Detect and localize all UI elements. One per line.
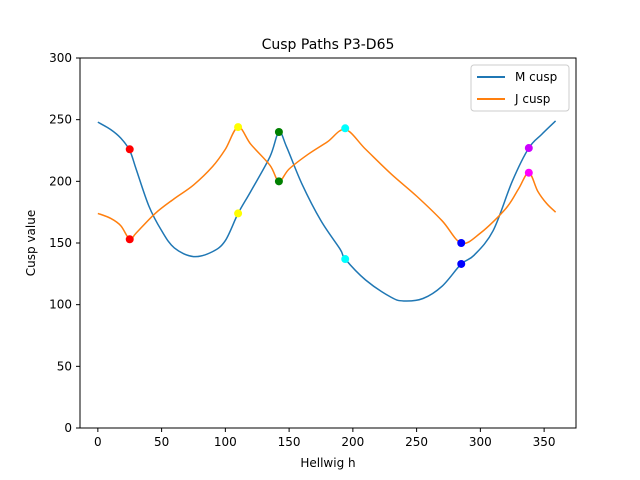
cusp-marker [341,124,350,133]
series-line-j-cusp [97,126,557,245]
x-axis-ticks: 0 50 100 150 200 250 300 350 [94,428,556,449]
x-tick-label: 250 [405,435,428,449]
y-tick-label: 300 [49,51,72,65]
cusp-marker [457,259,466,268]
y-axis-label: Cusp value [24,210,38,276]
cusp-marker [234,209,243,218]
x-tick-label: 50 [154,435,169,449]
legend-label: J cusp [514,92,550,106]
cusp-marker [125,235,134,244]
cusp-marker [524,144,533,153]
y-tick-label: 50 [57,359,72,373]
x-axis-label: Hellwig h [300,456,355,470]
y-tick-label: 250 [49,113,72,127]
cusp-marker [274,177,283,186]
plot-area [97,120,557,302]
x-tick-label: 300 [469,435,492,449]
legend-label: M cusp [515,70,557,84]
y-tick-label: 150 [49,236,72,250]
cusp-marker [457,239,466,247]
y-tick-label: 200 [49,174,72,188]
plot-frame [79,57,577,429]
y-tick-label: 100 [49,298,72,312]
x-tick-label: 150 [278,435,301,449]
cusp-marker [341,255,350,264]
legend: M cusp J cusp [470,64,570,112]
cusp-marker [125,145,134,154]
x-tick-label: 350 [533,435,556,449]
chart-title: Cusp Paths P3-D65 [262,37,395,53]
series-line-m-cusp [97,120,557,302]
cusp-marker [524,168,533,177]
y-tick-label: 0 [64,421,72,435]
x-tick-label: 200 [341,435,364,449]
cusp-marker [274,128,283,136]
x-tick-label: 0 [94,435,102,449]
y-axis-ticks: 0 50 100 150 200 250 300 [49,51,80,435]
cusp-marker [234,123,243,132]
x-tick-label: 100 [214,435,237,449]
